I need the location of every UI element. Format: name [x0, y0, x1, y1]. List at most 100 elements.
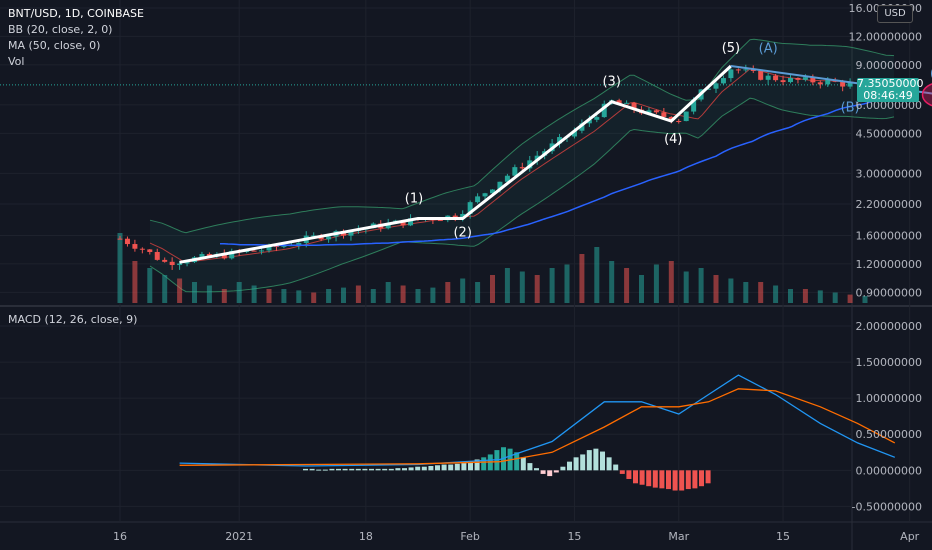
volume-bar	[773, 285, 779, 303]
price-tick-label: 9.00000000	[856, 59, 922, 72]
countdown: 08:46:49	[863, 89, 913, 102]
macd-histogram-bar	[303, 468, 308, 471]
volume-bar	[251, 285, 257, 303]
volume-bar	[832, 292, 838, 303]
volume-bar	[162, 275, 168, 303]
time-tick-label: Apr	[900, 530, 920, 543]
candle-body	[504, 175, 510, 182]
wave-line	[179, 64, 732, 264]
candle-body	[251, 250, 257, 252]
axes: 16.0000000012.000000009.000000006.000000…	[113, 2, 922, 543]
candle-body	[594, 117, 600, 120]
elliott-wave: (1) (2) (3) (4) (5) (A) (B) (C)	[179, 41, 932, 264]
candle-body	[385, 223, 391, 229]
candle-body	[661, 112, 667, 117]
macd-histogram-bar	[534, 468, 539, 471]
volume-bar	[758, 282, 764, 303]
volume-bar	[653, 264, 659, 303]
volume-bar	[281, 289, 287, 303]
macd-histogram-bar	[448, 464, 454, 471]
candle-body	[579, 123, 585, 131]
currency-button[interactable]: USD	[877, 5, 913, 23]
candle-body	[229, 250, 235, 259]
price-tick-label: 3.00000000	[856, 167, 922, 180]
wave-label: (1)	[405, 192, 423, 207]
macd-histogram-bar	[573, 457, 579, 471]
candle-body	[720, 78, 726, 84]
candle-body	[653, 110, 659, 113]
macd-histogram-bar	[639, 470, 645, 485]
macd-histogram-bar	[666, 470, 671, 490]
wave-label: (5)	[722, 41, 740, 56]
volume-bar	[624, 268, 630, 303]
volume-bar	[430, 287, 436, 303]
candle-body	[139, 248, 145, 250]
macd-histogram-bar	[619, 470, 625, 474]
time-tick-label: 16	[113, 530, 127, 543]
candle-body	[311, 235, 317, 237]
candle-body	[266, 245, 272, 251]
candle-body	[296, 242, 302, 246]
candle-body	[616, 100, 622, 104]
candle-body	[490, 189, 495, 194]
bb-label: BB (20, close, 2, 0)	[8, 23, 113, 36]
price-tick-label: 1.60000000	[856, 230, 922, 243]
candle-body	[646, 110, 652, 114]
macd-histogram-bar	[369, 468, 374, 471]
volume-bar	[221, 289, 227, 303]
macd-histogram-bar	[388, 468, 394, 471]
macd-histogram-bar	[316, 469, 322, 471]
macd-histogram-bar	[553, 470, 559, 473]
macd-histogram-bar	[593, 448, 599, 471]
ma-label: MA (50, close, 0)	[8, 39, 101, 52]
macd-histogram-bar	[606, 457, 612, 471]
macd-histogram-bar	[415, 466, 421, 471]
bb-basis	[149, 68, 895, 263]
candle-body	[624, 102, 630, 104]
candle-body	[326, 236, 332, 240]
price-legend: BNT/USD, 1D, COINBASE BB (20, close, 2, …	[8, 6, 144, 70]
volume-bar	[206, 285, 212, 303]
volume-bar	[504, 268, 510, 303]
candle-body	[802, 77, 808, 80]
volume-bar	[564, 264, 570, 303]
candle-body	[706, 88, 712, 90]
volume-bar	[743, 282, 749, 303]
candle-body	[184, 262, 190, 264]
volume-bar	[490, 275, 495, 303]
volume-bar	[817, 290, 823, 303]
volume-bar	[400, 285, 406, 303]
volume-bar	[355, 285, 361, 303]
macd-histogram-bar	[342, 468, 348, 471]
time-tick-label: 2021	[225, 530, 253, 543]
price-tick-label: 2.20000000	[856, 198, 922, 211]
macd-histogram-bar	[408, 467, 414, 471]
macd-histogram-bar	[355, 468, 361, 471]
candle-body	[571, 130, 577, 137]
macd-histogram-bar	[633, 470, 638, 484]
macd-histogram-bar	[481, 457, 487, 471]
volume-bar	[415, 289, 421, 303]
macd-tick-label: 1.50000000	[856, 356, 922, 369]
candle-body	[221, 253, 227, 259]
candle-body	[117, 238, 123, 240]
volume-bar	[192, 282, 197, 303]
candle-body	[691, 99, 697, 112]
candle-body	[601, 103, 607, 118]
macd-histogram-bar	[468, 461, 473, 471]
wave-label: (3)	[602, 75, 620, 90]
volume-bar	[519, 271, 525, 303]
volume-bar	[370, 289, 376, 303]
candle-body	[735, 69, 741, 71]
candle-body	[206, 254, 212, 257]
price-tick-label: 0.90000000	[856, 286, 922, 299]
macd-histogram-bar	[527, 463, 533, 471]
volume-bar	[802, 289, 808, 303]
macd-histogram-bar	[454, 463, 460, 471]
volume-bar	[475, 282, 481, 303]
macd-histogram-bar	[435, 465, 440, 471]
volume-bar	[132, 261, 138, 303]
volume-bar	[579, 254, 585, 303]
macd-histogram-bar	[560, 466, 566, 471]
